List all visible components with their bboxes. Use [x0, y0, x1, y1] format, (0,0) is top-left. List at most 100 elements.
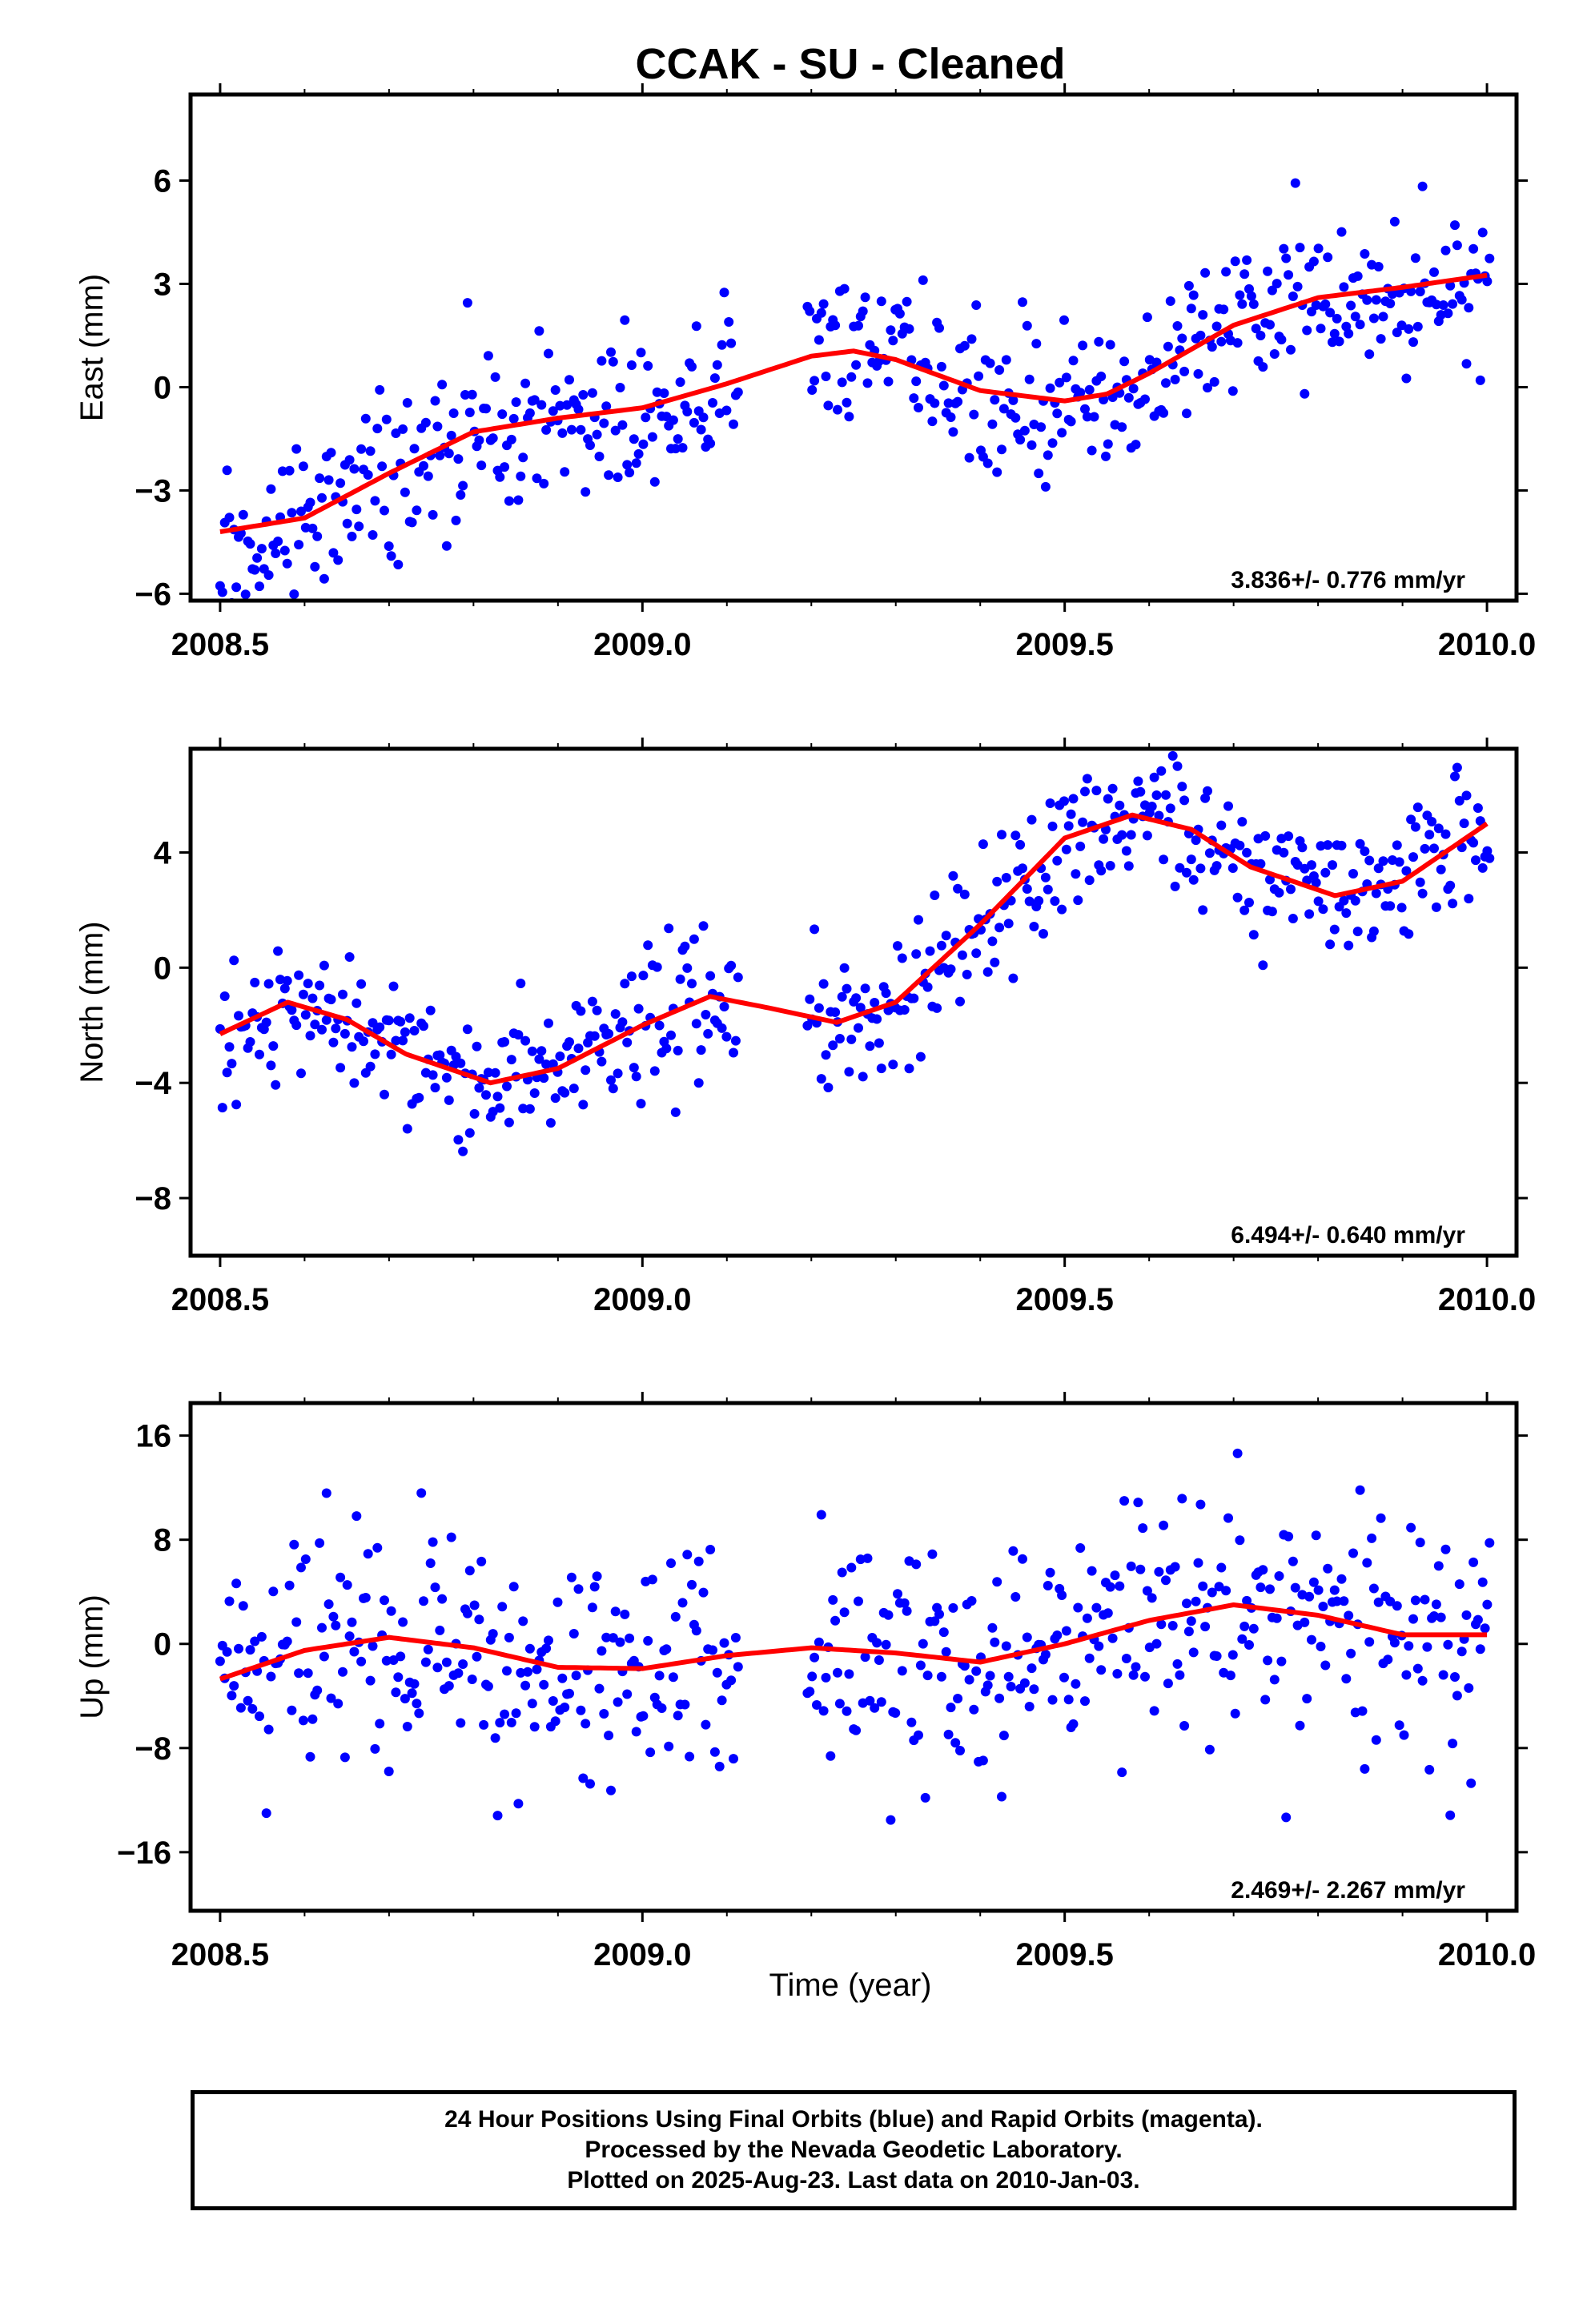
north-point [573, 1043, 584, 1054]
east-point [1272, 279, 1282, 289]
north-point [955, 996, 965, 1007]
footer-line-2: Processed by the Nevada Geodetic Laborat… [585, 2137, 1123, 2163]
east-point [419, 460, 428, 471]
east-point [412, 505, 422, 516]
east-point [1105, 340, 1115, 350]
north-point [652, 962, 662, 972]
up-point [990, 1637, 1000, 1647]
east-point [1325, 308, 1336, 318]
east-point [597, 356, 607, 366]
up-point [874, 1655, 884, 1665]
north-point [456, 1058, 466, 1068]
up-point [380, 1595, 389, 1606]
north-point [948, 870, 958, 881]
east-point [810, 376, 820, 386]
east-point [296, 506, 306, 517]
east-point [581, 487, 591, 497]
east-point [911, 376, 922, 387]
east-point [964, 452, 974, 463]
north-point [874, 1038, 884, 1048]
east-point [894, 308, 905, 319]
north-point [1105, 861, 1115, 870]
up-point [1019, 1678, 1030, 1688]
up-point [569, 1629, 579, 1638]
east-point [626, 360, 637, 370]
up-point [456, 1718, 466, 1728]
east-point [1450, 220, 1460, 231]
x-axis-label: Time (year) [769, 1968, 932, 2003]
north-point [613, 1068, 623, 1079]
north-point [1061, 844, 1071, 854]
up-point [342, 1580, 352, 1590]
east-point [851, 360, 862, 370]
north-point [957, 950, 967, 960]
east-point [1284, 270, 1294, 280]
up-point [982, 1680, 993, 1691]
east-point [842, 397, 852, 408]
north-point [527, 1046, 537, 1056]
east-point [1188, 290, 1199, 300]
north-point [1325, 939, 1336, 950]
up-point [224, 1596, 235, 1606]
up-point [245, 1645, 255, 1655]
north-point [696, 1045, 706, 1055]
north-point [1172, 761, 1183, 771]
up-point [300, 1554, 311, 1564]
east-point [631, 458, 641, 468]
up-point [1126, 1561, 1136, 1571]
east-point [441, 541, 452, 551]
up-point [886, 1815, 896, 1825]
up-point [594, 1683, 605, 1694]
east-point [323, 475, 334, 485]
east-point [1057, 428, 1067, 438]
north-x-tick-label: 2009.5 [1016, 1282, 1114, 1317]
east-point [282, 558, 292, 569]
north-point [425, 1005, 436, 1015]
east-point [677, 443, 688, 453]
east-point [1235, 290, 1245, 300]
east-point [1061, 372, 1071, 383]
east-point [1089, 412, 1099, 422]
up-point [1472, 1614, 1483, 1625]
up-point [319, 1651, 329, 1662]
north-point [1022, 884, 1032, 894]
north-point [837, 991, 847, 1002]
north-point [870, 998, 880, 1007]
east-point [888, 336, 898, 346]
north-point [349, 1078, 360, 1088]
up-point [677, 1598, 688, 1608]
up-point [296, 1562, 306, 1573]
north-point [823, 1083, 834, 1092]
north-point [1307, 860, 1316, 870]
north-x-tick-label: 2008.5 [171, 1282, 269, 1317]
east-point [1200, 267, 1211, 278]
up-point [685, 1751, 695, 1762]
up-point [1367, 1533, 1377, 1543]
up-point [467, 1675, 477, 1684]
north-point [946, 964, 956, 975]
north-point [263, 979, 274, 989]
east-point [1179, 366, 1190, 376]
north-point [1336, 840, 1347, 850]
up-point [709, 1747, 720, 1757]
up-point [1260, 1695, 1271, 1705]
north-point [673, 1045, 683, 1055]
east-point [643, 360, 653, 371]
up-point [1383, 1655, 1393, 1665]
north-point [536, 1046, 547, 1056]
up-point [495, 1718, 505, 1728]
up-y-tick-label: −8 [135, 1731, 171, 1767]
up-point [1360, 1763, 1370, 1774]
east-point [1373, 262, 1384, 271]
east-point [504, 496, 514, 506]
east-point [673, 434, 683, 444]
up-point [1410, 1595, 1420, 1606]
up-point [1024, 1702, 1035, 1711]
east-point [985, 358, 995, 368]
up-point [532, 1664, 542, 1675]
north-point [541, 1059, 552, 1069]
up-point [372, 1542, 383, 1553]
north-point [380, 1089, 389, 1100]
north-point [356, 979, 367, 989]
east-point [938, 380, 949, 391]
